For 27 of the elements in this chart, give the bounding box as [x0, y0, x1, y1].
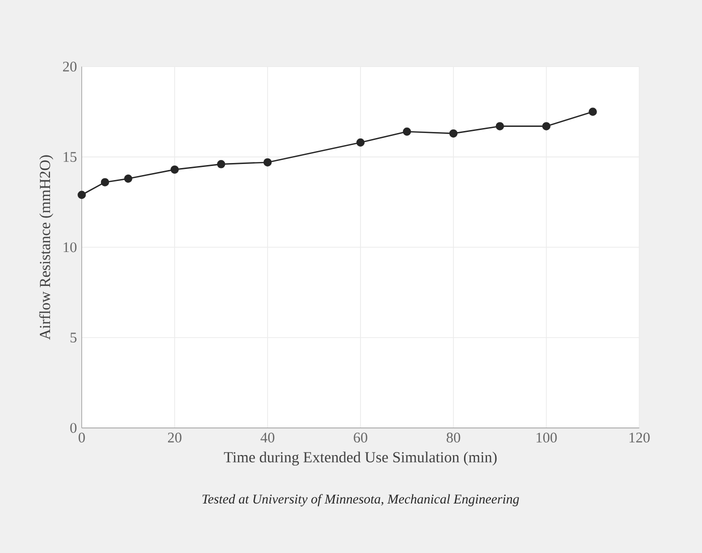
x-tick-label: 60	[354, 432, 368, 443]
point	[496, 122, 504, 130]
point	[588, 108, 597, 116]
point	[449, 129, 458, 138]
point	[100, 178, 110, 186]
point	[170, 165, 179, 174]
point	[263, 158, 272, 167]
y-tick-label: 10	[64, 242, 76, 252]
text: Tested at University of Minnesota, Mechanical Engineering	[202, 494, 519, 506]
y-tick-label: 5	[70, 332, 76, 342]
point	[402, 128, 412, 136]
y-axis-title: Airflow Resistance (mmH2O)	[39, 155, 54, 340]
x-tick-label: 80	[446, 432, 460, 443]
y-tick-label: 15	[64, 152, 76, 162]
x-tick-label: 100	[536, 432, 557, 443]
x-tick-label: 20	[168, 432, 182, 443]
y-tick-label: 20	[63, 62, 76, 72]
x-tick-label: 0	[78, 432, 85, 443]
point	[356, 138, 365, 147]
point	[216, 160, 226, 168]
point	[542, 122, 550, 130]
x-tick-label: 120	[630, 432, 650, 443]
y-tick-label: 0	[70, 423, 76, 433]
point	[124, 174, 132, 183]
x-axis-title: Time during Extended Use Simulation (min)	[224, 452, 497, 466]
x-tick-label: 40	[260, 432, 274, 443]
point	[78, 190, 86, 200]
